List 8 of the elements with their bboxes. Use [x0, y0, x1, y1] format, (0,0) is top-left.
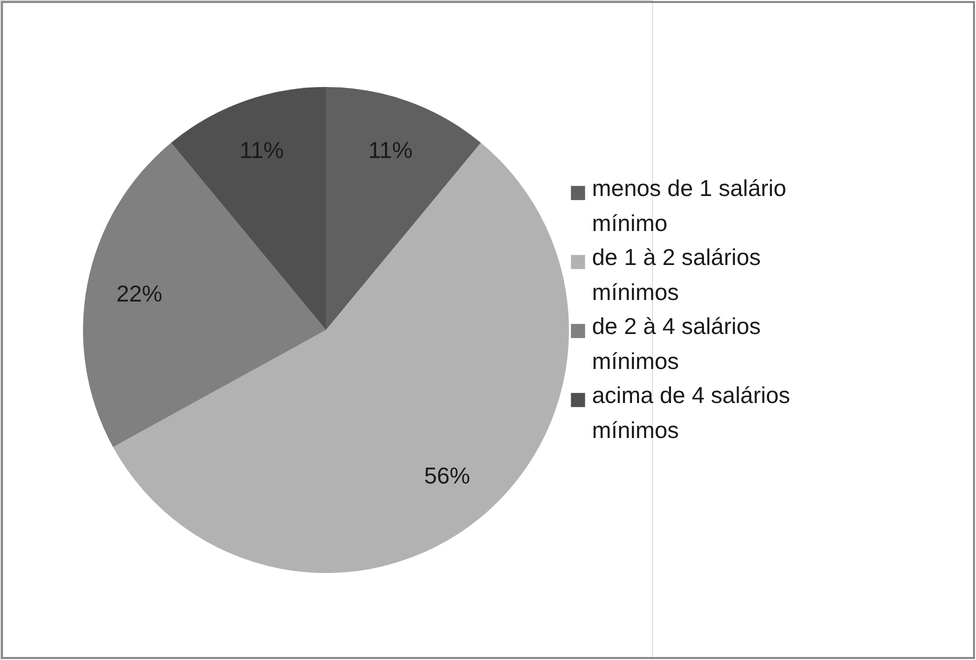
data-label: 11%	[368, 137, 413, 164]
pie-slice	[171, 87, 326, 330]
legend-label: acima de 4 salários mínimos	[592, 382, 790, 443]
data-label: 22%	[116, 280, 162, 306]
data-label: 56%	[424, 462, 470, 488]
pie-slice	[83, 142, 326, 448]
pie-slice	[113, 142, 569, 573]
pie-slice	[326, 87, 481, 330]
